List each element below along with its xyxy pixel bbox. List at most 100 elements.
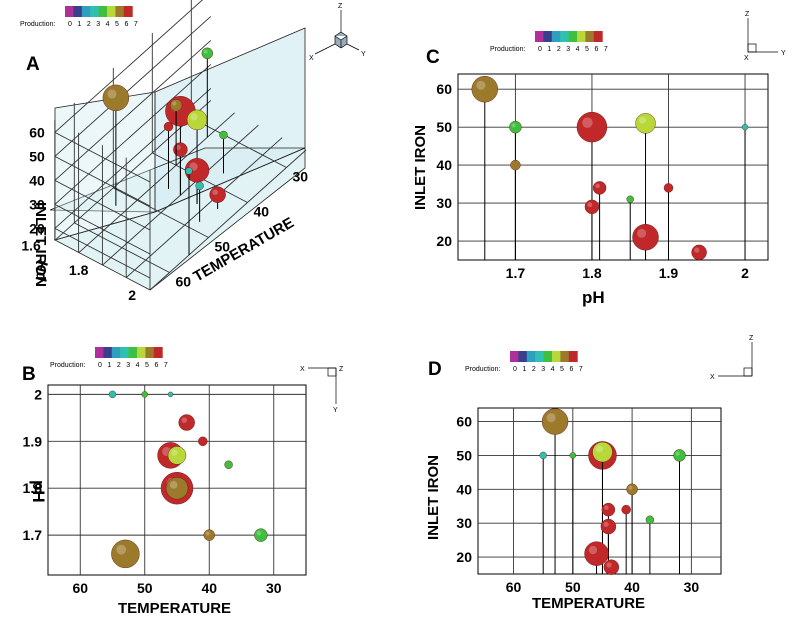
x-tick-label: 50 [215, 239, 231, 255]
y-tick-label: 40 [456, 481, 472, 497]
y-tick-label: 1.8 [69, 262, 89, 278]
data-point-6 [254, 528, 268, 542]
triad-label-y: Y [333, 407, 338, 414]
grid-line-iron-back [54, 0, 204, 133]
marker-highlight [190, 113, 198, 121]
marker-body [102, 84, 130, 112]
marker-highlight [476, 80, 486, 90]
marker-body [108, 390, 117, 399]
triad-label-x: X [300, 366, 305, 373]
marker-body [663, 183, 674, 193]
marker-body [254, 528, 268, 542]
marker-highlight [595, 183, 600, 189]
legend-level-7: 7 [579, 366, 583, 373]
marker-highlight [595, 445, 603, 453]
grid-line-iron-back [54, 64, 212, 205]
legend-level-5: 5 [145, 362, 149, 369]
data-point-3 [539, 451, 547, 460]
x-tick-label: 40 [201, 580, 217, 596]
triad-label-y: Y [781, 50, 786, 57]
y-tick-label: 60 [436, 81, 452, 97]
triad-label-y: Y [361, 51, 366, 58]
legend-level-1: 1 [522, 366, 526, 373]
marker-highlight [628, 485, 633, 490]
axis-triad-a: Z X Y [309, 3, 366, 62]
legend-swatch-0 [510, 351, 519, 362]
axis-label-temperature-d: TEMPERATURE [532, 595, 645, 612]
data-point-8 [219, 130, 228, 140]
legend-level-2: 2 [87, 21, 91, 28]
marker-body [691, 244, 707, 261]
legend-swatch-1 [103, 347, 113, 358]
marker-body [167, 391, 174, 398]
legend-level-5: 5 [115, 21, 119, 28]
grid-line-ph-floor [149, 149, 307, 291]
x-tick-label: 50 [565, 579, 581, 595]
legend-swatch-4 [98, 6, 108, 17]
legend-level-7: 7 [164, 362, 168, 369]
triad-label-z: Z [339, 366, 344, 373]
marker-highlight [107, 89, 117, 99]
data-point-2 [186, 109, 208, 131]
data-point-0 [111, 539, 140, 569]
marker-body [645, 515, 655, 524]
axis-label-iron-c: INLET IRON [412, 125, 429, 210]
box-floor [53, 147, 306, 291]
legend-swatch-2 [81, 6, 91, 17]
grid-line-iron-back [54, 40, 212, 181]
marker-body [178, 414, 195, 431]
marker-highlight [169, 481, 178, 489]
triad-label-z: Z [745, 11, 750, 18]
data-point-12 [167, 391, 174, 398]
legend-panel-a: Production: 0 1 2 3 4 5 6 7 [20, 6, 138, 28]
marker-highlight [587, 202, 593, 208]
panel-letter-d: D [428, 359, 442, 380]
triad-label-z: Z [749, 335, 754, 342]
legend-level-2: 2 [532, 366, 536, 373]
marker-body [584, 199, 600, 215]
legend-level-4: 4 [106, 21, 110, 28]
legend-swatch-0 [65, 6, 74, 17]
legend-swatch-4 [128, 347, 138, 358]
x-tick-label: 40 [254, 204, 270, 220]
data-point-2 [635, 113, 656, 134]
legend-swatch-7 [568, 351, 578, 362]
legend-title: Production: [465, 366, 500, 373]
legend-swatch-5 [577, 31, 586, 42]
data-point-0 [541, 408, 569, 435]
data-point-4 [167, 446, 187, 465]
x-tick-label: 50 [137, 580, 153, 596]
legend-level-3: 3 [541, 366, 545, 373]
marker-body [165, 477, 189, 500]
y-tick-label: 2 [34, 386, 42, 402]
z-tick-label: 60 [29, 124, 45, 140]
marker-body [626, 195, 634, 203]
legend-swatch-7 [153, 347, 163, 358]
marker-highlight [694, 247, 700, 253]
y-tick-label: 40 [436, 157, 452, 173]
legend-level-5: 5 [585, 46, 589, 53]
data-point-5 [673, 449, 686, 462]
legend-level-3: 3 [566, 46, 570, 53]
marker-body [539, 451, 547, 460]
x-tick-label: 60 [72, 580, 88, 596]
legend-level-0: 0 [98, 362, 102, 369]
legend-swatch-6 [585, 31, 595, 42]
marker-body [541, 408, 569, 435]
legend-swatch-6 [145, 347, 155, 358]
triad-label-x: X [744, 55, 749, 62]
y-tick-label: 20 [456, 549, 472, 565]
z-tick-label: 50 [29, 148, 45, 164]
data-point-5 [510, 159, 521, 171]
panel-letter-b: B [22, 364, 36, 385]
data-point-4 [569, 452, 577, 459]
plot-area-c [457, 73, 769, 261]
data-point-9 [626, 195, 634, 203]
marker-body [111, 539, 140, 569]
marker-body [592, 181, 607, 195]
marker-body [584, 541, 609, 566]
data-point-8 [621, 504, 631, 515]
triad-label-x: X [309, 55, 314, 62]
marker-body [203, 529, 215, 541]
